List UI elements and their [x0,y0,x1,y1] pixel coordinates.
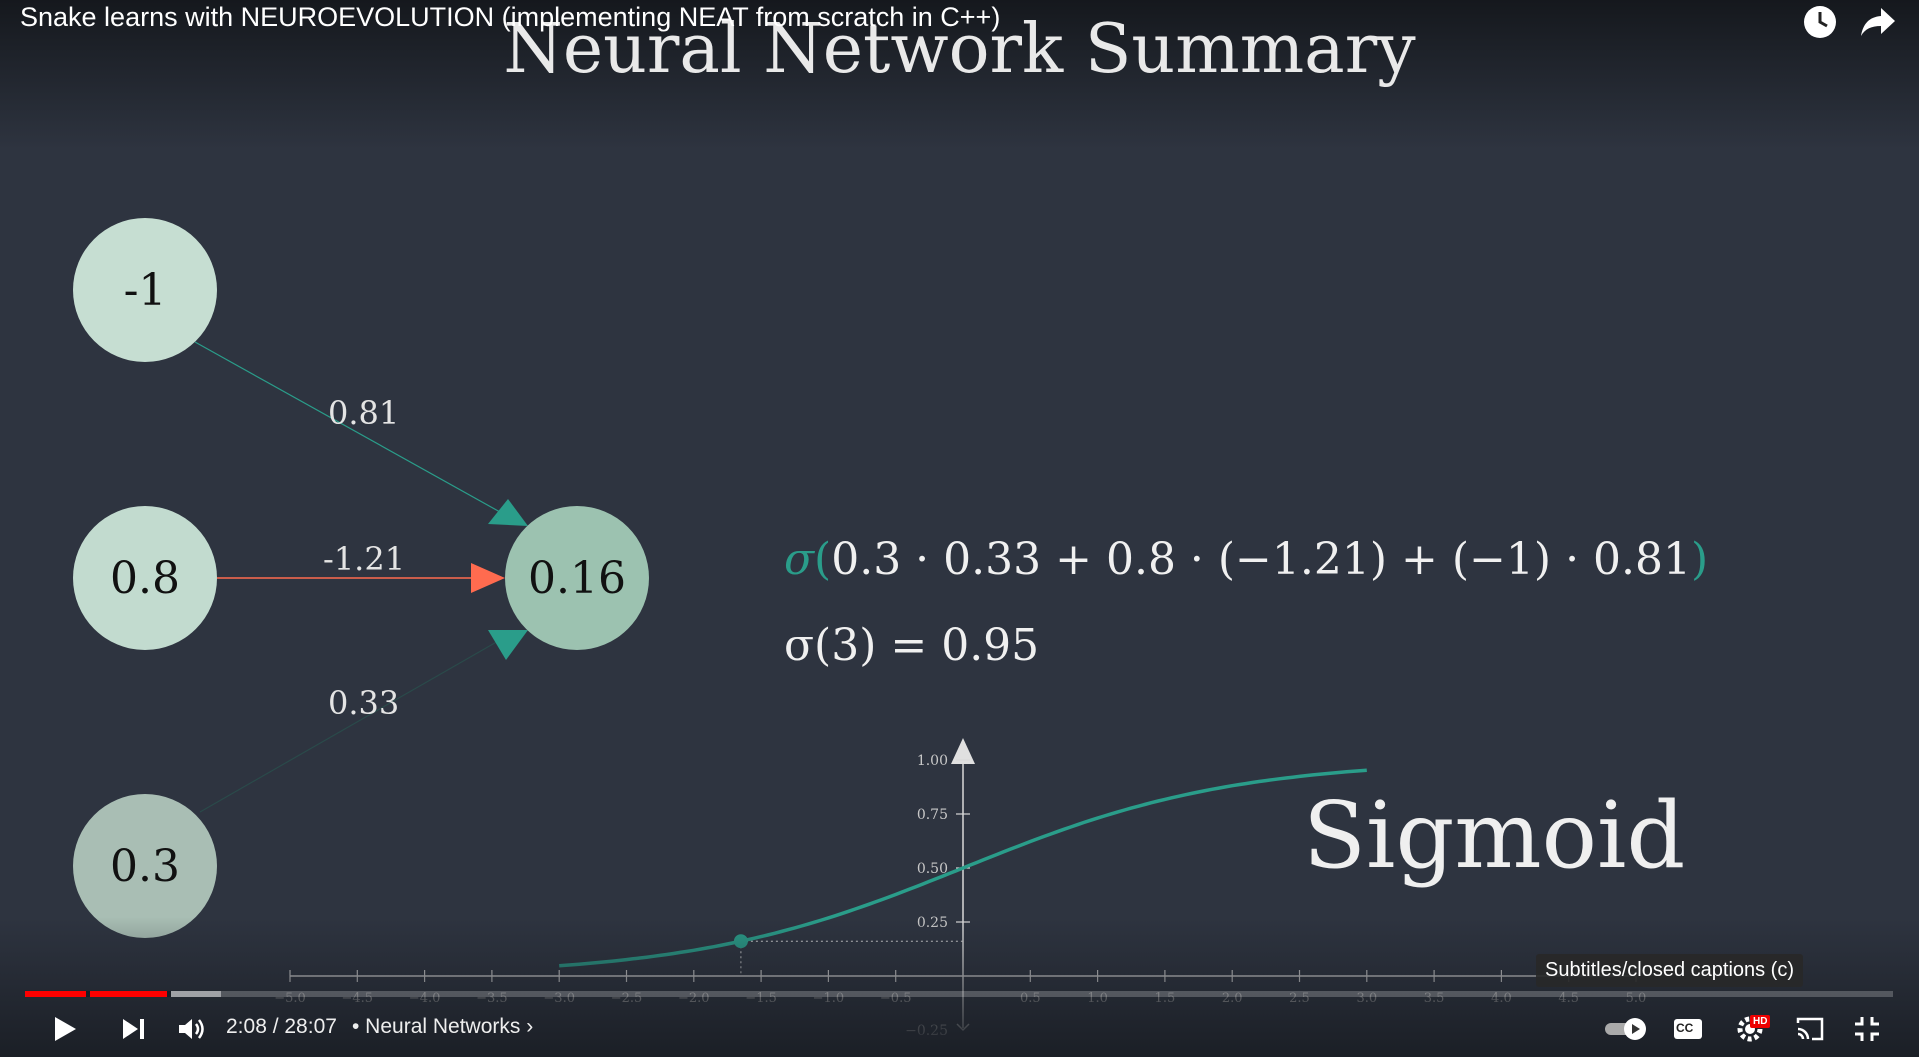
weight-label-3: 0.33 [328,684,400,722]
clock-icon[interactable] [1798,0,1842,44]
y-tick-label: 1.00 [917,753,948,769]
bottom-shade [0,917,1919,1057]
next-button[interactable] [112,1008,154,1050]
share-icon[interactable] [1856,0,1900,44]
y-tick-label: 0.50 [917,861,948,877]
settings-button[interactable]: HD [1728,1008,1772,1050]
exit-fullscreen-button[interactable] [1845,1008,1889,1050]
captions-icon [1674,1019,1702,1039]
play-icon [55,1017,76,1041]
time-display: 2:08 / 28:07 [226,1015,337,1038]
sigmoid-label: Sigmoid [1303,782,1686,889]
input-node-value: 0.8 [110,552,180,604]
edge-arrowhead [488,499,528,526]
chapter-title[interactable]: • Neural Networks › [352,1015,534,1038]
weight-label-2: -1.21 [323,540,406,578]
sigmoid-result: σ(3) = 0.95 [784,620,1040,671]
y-tick-label: 0.75 [917,807,948,823]
edge-arrowhead [471,563,505,593]
video-title[interactable]: Snake learns with NEUROEVOLUTION (implem… [20,2,1001,32]
captions-label: CC [1676,1021,1694,1035]
formula-open-paren: ( [814,534,832,585]
autoplay-toggle[interactable] [1602,1008,1650,1050]
volume-icon [179,1019,204,1039]
sigma-symbol: σ [784,534,815,585]
slide-title: Neural Network Summary [503,10,1416,89]
edge-line [199,639,501,813]
input-node-bias: -1 [73,218,217,362]
formula-close-paren: ) [1691,534,1709,585]
weighted-sum: 0.3 · 0.33 + 0.8 · (−1.21) + (−1) · 0.81 [831,534,1692,585]
edge-arrowhead [488,630,528,660]
output-node-value: 0.16 [528,552,626,604]
input-node-value: 0.3 [110,840,180,892]
input-node-2: 0.8 [73,506,217,650]
play-button[interactable] [44,1008,86,1050]
exit-fullscreen-icon [1855,1017,1879,1041]
played-fill [25,991,167,997]
output-node: 0.16 [505,506,649,650]
input-node-3: 0.3 [73,794,217,938]
captions-button[interactable]: CC [1668,1008,1708,1050]
progress-bar[interactable] [25,991,1893,997]
top-shade [0,0,1919,150]
edge-line [194,341,501,513]
cast-icon [1796,1017,1824,1041]
input-node-value: -1 [123,264,167,316]
activation-formula: σ(0.3 · 0.33 + 0.8 · (−1.21) + (−1) · 0.… [784,534,1708,585]
chapter-marker [167,991,171,997]
y-axis-arrow [951,738,975,764]
weight-label-1: 0.81 [328,394,400,432]
hd-badge: HD [1750,1015,1771,1028]
network-edges [194,341,528,813]
chapter-marker [86,991,90,997]
next-icon [123,1019,144,1039]
captions-tooltip: Subtitles/closed captions (c) [1536,954,1804,987]
volume-button[interactable] [170,1008,212,1050]
cast-button[interactable] [1788,1008,1832,1050]
